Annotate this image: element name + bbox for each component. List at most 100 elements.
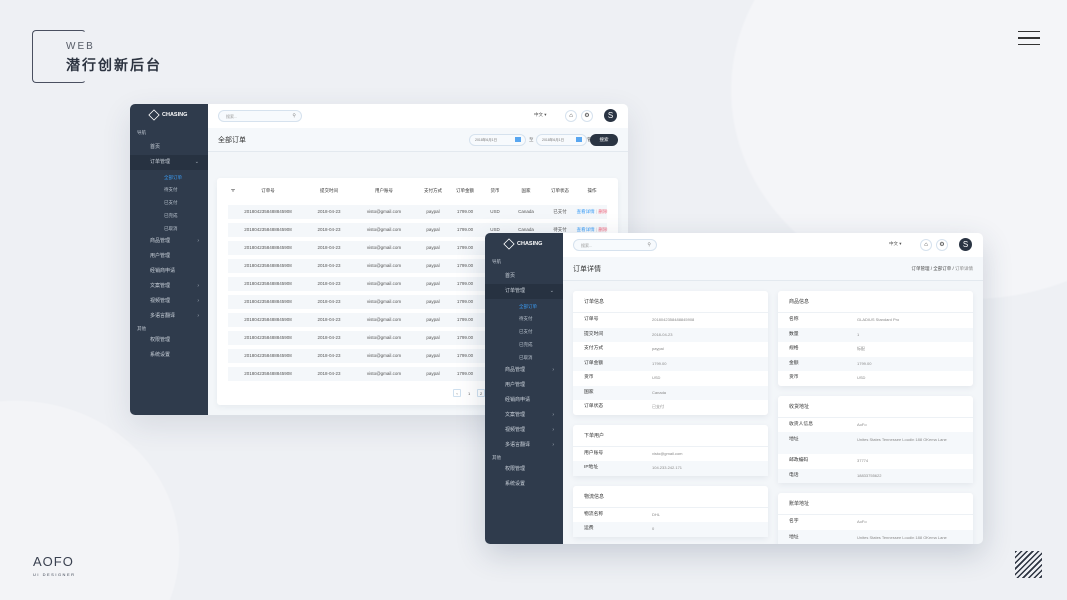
row-actions: 查看详情 | 删除 [577,205,608,219]
date-from-input[interactable]: 2018年6月1日 [469,134,526,146]
card-body: 物流名称 DHL 运费 0 [573,508,768,537]
filter-icon[interactable]: ⛛ [231,188,235,193]
chevron-right-icon: › [552,426,554,433]
search-button[interactable]: 搜索 [590,134,618,146]
sidebar-item[interactable]: 商品管理 › [485,363,563,378]
info-row: 数量 1 [778,327,973,342]
table-cell: paypal [426,335,440,340]
info-row: 支付方式 paypal [573,342,768,357]
sidebar-item[interactable]: 商品管理 › [130,234,208,249]
sidebar-item[interactable]: 已完成 [485,339,563,351]
sidebar-item[interactable]: 待支付 [485,313,563,325]
delete-link[interactable]: 删除 [598,209,608,214]
sidebar-item[interactable]: 系统设置 [485,477,563,492]
table-cell: paypal [426,371,440,376]
date-separator: 至 [529,137,534,142]
language-select[interactable]: 中文 ▾ [889,241,902,246]
sidebar-item-label: 已支付 [519,329,533,334]
view-detail-link[interactable]: 查看详情 [576,227,595,232]
info-row: 用户账号 visto@gmail.com [573,447,768,462]
sidebar-item[interactable]: 经销商申请 [485,393,563,408]
detail-left-column: 订单信息 订单号 2018042358488845908 提交时间 2018-04-23… [573,291,768,544]
sidebar-item[interactable]: 全部订单 [130,172,208,184]
table-cell: 2018042358488845908 [244,353,292,358]
info-row: 提交时间 2018-04-23 [573,327,768,342]
sidebar-item[interactable]: 已完成 [130,210,208,222]
sidebar-item[interactable]: 多语言翻译 › [485,438,563,453]
column-header: 订单号 [261,188,275,193]
breadcrumb-item[interactable]: 订单管理 [578,137,597,142]
sidebar-item[interactable]: 用户管理 [130,249,208,264]
table-cell: visto@gmail.com [366,281,402,286]
sidebar-item[interactable]: 经销商申请 [130,264,208,279]
sidebar-item[interactable]: 已取消 [485,352,563,364]
view-detail-link[interactable]: 查看详情 [576,209,595,214]
sidebar-item[interactable]: 待支付 [130,184,208,196]
table-cell: 1799.00 [456,245,474,250]
info-value: 1799.00 [652,360,667,366]
page-button[interactable]: 1 [468,391,471,396]
sidebar-item[interactable]: 权限管理 [485,462,563,477]
breadcrumb-item[interactable]: 全部订单 [933,266,952,271]
sidebar-item[interactable]: 用户管理 [485,378,563,393]
card-title: 账单地址 [778,493,973,515]
info-row: 电话 18833755622 [778,468,973,483]
sidebar-item[interactable]: 文案管理 › [130,279,208,294]
page-title: 订单详情 [573,266,601,273]
sidebar-item[interactable]: 文案管理 › [485,408,563,423]
info-label: IP地址 [584,465,599,470]
top-bar: 搜索... ⚲ 中文 ▾ ⌂ ⚙ S [563,233,983,257]
home-icon[interactable]: ⌂ [920,239,932,251]
table-cell: visto@gmail.com [366,227,402,232]
gear-icon[interactable]: ⚙ [936,239,948,251]
sidebar-item[interactable]: 系统设置 [130,348,208,363]
main-area: 搜索... ⚲ 中文 ▾ ⌂ ⚙ S 订单详情 订单管理 / 全部订单 / 订单详… [563,233,983,544]
avatar[interactable]: S [604,109,617,122]
sidebar-item-label: 全部订单 [519,304,537,309]
chevron-right-icon: › [552,411,554,418]
sidebar-item[interactable]: 视频管理 › [485,423,563,438]
menu-icon[interactable] [1018,31,1040,45]
date-to-input[interactable]: 2018年6月1日 [536,134,587,146]
column-header: 订单状态 [551,188,569,193]
detail-right-column: 商品信息 名称 GLADIUS Standard Pro 数量 1 规格 标配 金额 1799.… [778,291,973,544]
info-value: USD [857,375,866,380]
sidebar-item-label: 用户管理 [505,381,526,388]
brand-sub: WEB [66,41,95,52]
sidebar-item-label: 多语言翻译 [150,312,176,319]
sidebar-item[interactable]: 订单管理 ⌄ [130,154,208,170]
avatar[interactable]: S [959,238,972,251]
breadcrumb-item[interactable]: 订单管理 [911,266,930,271]
prev-page-button[interactable]: ‹ [453,389,461,397]
sidebar-item-label: 导航 [492,259,501,264]
logo-mark-icon [148,109,160,121]
sidebar-item[interactable]: 首页 [130,140,208,155]
gear-icon[interactable]: ⚙ [581,110,593,122]
info-label: 货币 [789,375,799,380]
table-cell: visto@gmail.com [366,335,402,340]
sidebar-item[interactable]: 视频管理 › [130,294,208,309]
footer-logo-sub: UI DESIGNER [33,572,76,577]
sidebar-item-label: 已取消 [519,355,533,360]
search-input[interactable]: 搜索... ⚲ [573,239,657,251]
sidebar-item[interactable]: 权限管理 [130,333,208,348]
table-cell: visto@gmail.com [366,209,402,214]
search-input[interactable]: 搜索... ⚲ [218,110,302,122]
delete-link[interactable]: 删除 [598,227,608,232]
sidebar-item[interactable]: 已支付 [485,326,563,338]
info-label: 提交时间 [584,331,604,337]
info-card: 商品信息 名称 GLADIUS Standard Pro 数量 1 规格 标配 金额 1799.… [778,291,973,386]
info-value: AoFo [857,421,867,427]
sidebar-item[interactable]: 订单管理 ⌄ [485,283,563,299]
sidebar-item[interactable]: 已取消 [130,223,208,235]
home-icon[interactable]: ⌂ [565,110,577,122]
sidebar-item[interactable]: 全部订单 [485,301,563,313]
sidebar-item[interactable]: 已支付 [130,197,208,209]
table-cell: paypal [426,263,440,268]
page-title: 全部订单 [218,137,246,144]
table-cell: visto@gmail.com [366,353,402,358]
language-select[interactable]: 中文 ▾ [534,112,547,117]
page-button[interactable]: 2 [477,389,486,397]
sidebar-item[interactable]: 首页 [485,269,563,284]
sidebar-item[interactable]: 多语言翻译 › [130,309,208,324]
